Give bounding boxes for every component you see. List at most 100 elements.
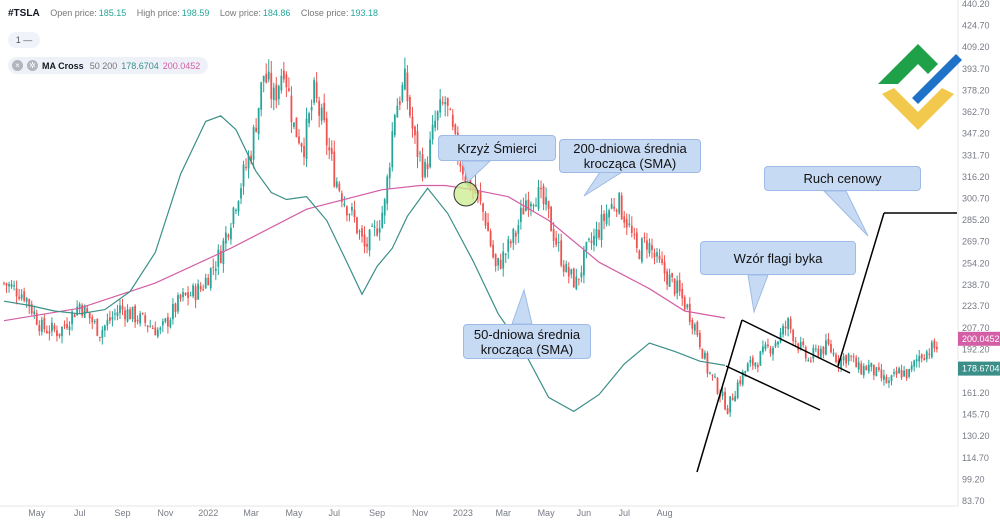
candle-body xyxy=(691,320,694,329)
y-tick-label: 378.20 xyxy=(962,85,990,95)
candle-body xyxy=(686,304,689,308)
candle-body xyxy=(860,363,863,375)
x-tick-label: 2022 xyxy=(198,508,218,518)
candle-body xyxy=(807,359,810,361)
candle-body xyxy=(51,322,53,332)
sma50-price-badge xyxy=(958,361,1000,376)
candle-body xyxy=(376,228,379,236)
candle-body xyxy=(502,251,505,269)
candle-body xyxy=(416,131,419,157)
candle-body xyxy=(479,191,482,202)
candle-body xyxy=(429,139,431,168)
candle-body xyxy=(469,171,472,190)
y-tick-label: 300.70 xyxy=(962,193,990,203)
candle-body xyxy=(288,88,290,91)
candle-body xyxy=(930,342,933,358)
candle-body xyxy=(777,341,779,345)
low-label: Low price: xyxy=(219,8,261,18)
candle-body xyxy=(131,306,134,320)
candle-body xyxy=(537,186,540,209)
x-tick-label: Mar xyxy=(243,508,259,518)
candle-body xyxy=(454,124,457,134)
candle-body xyxy=(885,376,888,384)
candle-body xyxy=(678,280,681,292)
candle-body xyxy=(618,192,621,214)
candle-body xyxy=(43,317,46,330)
candle-body xyxy=(18,296,21,299)
indicator-value-slow: 200.0452 xyxy=(162,60,201,71)
candle-body xyxy=(759,351,762,366)
moving-averages xyxy=(3,115,726,413)
candle-body xyxy=(124,310,126,320)
candle-body xyxy=(151,327,154,329)
candle-body xyxy=(35,313,38,325)
candle-body xyxy=(461,166,464,175)
candle-body xyxy=(840,358,842,369)
y-tick-label: 409.20 xyxy=(962,42,990,52)
candle-body xyxy=(653,252,656,258)
candle-body xyxy=(272,87,275,100)
candle-body xyxy=(920,354,923,359)
candle-body xyxy=(767,344,769,347)
candle-body xyxy=(635,232,638,249)
candle-body xyxy=(144,315,147,323)
candle-body xyxy=(663,261,666,274)
candle-body xyxy=(484,213,487,226)
candle-body xyxy=(164,318,167,322)
candle-body xyxy=(345,206,348,216)
ohlc-header: #TSLA Open price: 185.15 High price: 198.5… xyxy=(8,8,386,19)
candle-body xyxy=(567,267,570,277)
candle-body xyxy=(527,199,530,211)
candle-body xyxy=(933,340,936,349)
candle-body xyxy=(633,234,636,236)
y-tick-label: 130.20 xyxy=(962,431,990,441)
indicator-legend[interactable]: × ✲ MA Cross 50 200 178.6704 200.0452 xyxy=(8,57,209,74)
candle-body xyxy=(282,70,285,80)
flag-upper-line xyxy=(741,319,851,374)
candle-body xyxy=(656,252,658,257)
candle-body xyxy=(388,167,391,179)
candle-body xyxy=(141,313,144,315)
hide-icon[interactable]: × xyxy=(12,60,23,71)
candle-body xyxy=(716,377,719,394)
candle-body xyxy=(13,285,15,287)
candle-body xyxy=(343,203,346,206)
candle-body xyxy=(71,311,73,325)
gear-icon[interactable]: ✲ xyxy=(27,60,38,71)
candle-body xyxy=(401,85,404,101)
candle-body xyxy=(426,163,429,170)
y-tick-label: 316.20 xyxy=(962,172,990,182)
candle-body xyxy=(159,327,162,330)
candle-body xyxy=(593,235,595,246)
candle-body xyxy=(381,212,384,228)
pointer-death-cross xyxy=(461,160,492,183)
candle-body xyxy=(555,237,558,245)
candle-body xyxy=(356,217,358,234)
candle-body xyxy=(613,206,616,209)
candle-body xyxy=(182,292,184,298)
y-tick-label: 145.70 xyxy=(962,410,990,420)
candle-body xyxy=(489,230,492,246)
candle-body xyxy=(121,305,124,310)
candle-body xyxy=(706,353,709,374)
candle-body xyxy=(535,204,537,207)
candle-body xyxy=(762,346,764,353)
candle-body xyxy=(623,216,626,223)
candle-body xyxy=(146,325,149,328)
candle-body xyxy=(172,304,174,320)
candle-body xyxy=(441,101,444,104)
candle-body xyxy=(386,176,389,204)
open-label: Open price: xyxy=(50,8,97,18)
candle-body xyxy=(530,203,532,207)
death-cross-marker xyxy=(453,181,479,207)
x-tick-label: Aug xyxy=(657,508,673,518)
candle-body xyxy=(714,376,716,378)
candle-body xyxy=(514,232,517,237)
candle-body xyxy=(280,75,283,91)
candle-body xyxy=(603,213,605,221)
zoom-control[interactable]: 1 — xyxy=(8,32,40,48)
candle-body xyxy=(197,283,200,300)
candle-body xyxy=(673,279,676,295)
sma50-price-badge-text: 178.6704 xyxy=(962,364,1000,374)
